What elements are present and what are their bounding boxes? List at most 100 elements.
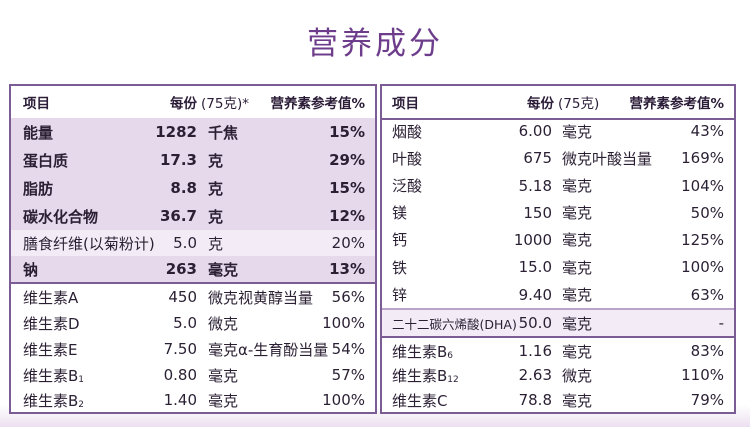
nutrient-nrv: - [718, 314, 724, 332]
nutrient-nrv: 100% [322, 314, 365, 332]
nutrient-name: 烟酸 [392, 122, 423, 141]
header-serving-size: (75克) [558, 96, 600, 112]
nutrient-unit: 微克叶酸当量 [562, 149, 653, 168]
nutrient-unit: 毫克 [562, 314, 593, 333]
nutrition-table-right: 项目 每份 (75克) 营养素参考值% 烟酸 6.00 毫克 43% 叶酸 67… [380, 84, 736, 414]
nutrient-name: 镁 [392, 204, 408, 222]
nutrient-unit: 毫克 [208, 391, 239, 410]
nutrient-unit: 克 [208, 207, 224, 226]
header-per-serving: 每份 [170, 96, 197, 112]
nutrient-nrv: 54% [331, 340, 365, 358]
nutrient-nrv: 29% [329, 151, 365, 169]
nutrient-nrv: 43% [690, 122, 724, 140]
table-row: 维生素B 2 1.40 毫克 100% [11, 388, 375, 412]
table-row: 膳食纤维(以菊粉计) 5.0 克 20% [11, 230, 375, 256]
table-row: 维生素A 450 微克视黄醇当量 56% [11, 282, 375, 310]
table-row: 维生素C 78.8 毫克 79% [382, 388, 734, 412]
nutrient-amount: 1.40 [163, 391, 197, 409]
nutrient-amount: 1282 [155, 123, 197, 141]
nutrient-nrv: 56% [331, 288, 365, 306]
nutrient-amount: 5.0 [173, 234, 197, 252]
table-row: 能量 1282 千焦 15% [11, 118, 375, 146]
nutrient-unit: 微克 [562, 366, 593, 385]
table-row: 锌 9.40 毫克 63% [382, 281, 734, 308]
nutrient-unit: 毫克 [562, 177, 593, 195]
table-row: 泛酸 5.18 毫克 104% [382, 172, 734, 199]
nutrient-amount: 1000 [513, 230, 552, 249]
nutrient-nrv: 13% [329, 260, 365, 278]
nutrient-unit: 毫克 [562, 286, 593, 304]
table-row: 维生素E 7.50 毫克α-生育酚当量 54% [11, 336, 375, 362]
nutrient-name: 维生素B 12 [392, 366, 459, 386]
nutrient-nrv: 110% [681, 366, 724, 384]
table-row: 蛋白质 17.3 克 29% [11, 146, 375, 174]
nutrient-unit: 克 [208, 234, 224, 253]
nutrient-amount: 7.50 [163, 340, 197, 358]
nutrient-nrv: 63% [690, 285, 724, 304]
nutrient-unit: 微克视黄醇当量 [208, 288, 314, 307]
nutrient-unit: 毫克 [562, 342, 593, 361]
nutrient-unit: 毫克 [562, 391, 593, 410]
table-row: 镁 150 毫克 50% [382, 199, 734, 226]
nutrient-amount: 5.0 [173, 314, 197, 332]
nutrient-name: 维生素B 1 [23, 366, 85, 386]
nutrient-nrv: 12% [329, 207, 365, 225]
table-header: 项目 每份 (75克) 营养素参考值% [382, 86, 734, 120]
nutrient-unit: 毫克 [562, 122, 593, 141]
nutrient-amount: 36.7 [159, 207, 197, 225]
nutrient-amount: 50.0 [518, 314, 552, 332]
nutrient-name: 维生素A [23, 288, 79, 307]
nutrient-amount: 0.80 [163, 366, 197, 384]
nutrient-nrv: 125% [681, 230, 724, 249]
nutrient-unit: 毫克 [208, 366, 239, 385]
table-row: 烟酸 6.00 毫克 43% [382, 118, 734, 144]
nutrient-amount: 9.40 [518, 285, 552, 304]
nutrient-nrv: 104% [681, 176, 724, 195]
nutrient-unit: 毫克 [562, 258, 593, 277]
nutrient-amount: 150 [523, 203, 552, 222]
nutrient-amount: 8.8 [170, 179, 197, 197]
nutrient-nrv: 100% [681, 258, 724, 276]
nutrient-amount: 263 [165, 260, 197, 278]
header-nrv: 营养素参考值% [629, 96, 724, 112]
nutrient-name: 叶酸 [392, 149, 423, 168]
nutrient-unit: 毫克 [562, 231, 593, 249]
nutrient-name: 能量 [23, 123, 54, 142]
table-row: 碳水化合物 36.7 克 12% [11, 202, 375, 230]
table-row: 维生素B 6 1.16 毫克 83% [382, 336, 734, 364]
nutrient-unit: 千焦 [208, 123, 239, 142]
table-header: 项目 每份 (75克)* 营养素参考值% [11, 86, 375, 120]
nutrient-nrv: 79% [690, 391, 724, 409]
nutrient-unit: 毫克α-生育酚当量 [208, 340, 329, 359]
nutrition-table-left: 项目 每份 (75克)* 营养素参考值% 能量 1282 千焦 15% 蛋白质 … [9, 84, 377, 414]
table-row: 铁 15.0 毫克 100% [382, 253, 734, 281]
nutrient-name: 膳食纤维(以菊粉计) [23, 234, 155, 253]
nutrient-amount: 15.0 [518, 258, 552, 276]
header-item: 项目 [392, 96, 419, 112]
nutrient-name: 锌 [392, 286, 408, 304]
nutrient-nrv: 57% [331, 366, 365, 384]
header-serving-size: (75克)* [201, 96, 249, 112]
nutrient-name: 碳水化合物 [23, 207, 99, 226]
nutrient-amount: 675 [523, 149, 552, 167]
nutrient-nrv: 169% [681, 149, 724, 167]
nutrient-unit: 毫克 [208, 260, 239, 279]
nutrient-nrv: 83% [690, 342, 724, 360]
nutrient-name: 蛋白质 [23, 151, 69, 170]
nutrient-nrv: 15% [329, 179, 365, 197]
nutrient-amount: 2.63 [518, 366, 552, 384]
nutrient-amount: 78.8 [518, 391, 552, 409]
table-row: 叶酸 675 微克叶酸当量 169% [382, 144, 734, 172]
nutrient-name: 二十二碳六烯酸(DHA) [392, 316, 517, 332]
table-row: 维生素D 5.0 微克 100% [11, 310, 375, 336]
nutrient-name: 维生素B 2 [23, 391, 85, 411]
nutrient-unit: 毫克 [562, 204, 593, 222]
nutrient-name: 泛酸 [392, 177, 423, 195]
nutrient-name: 维生素D [23, 314, 80, 333]
nutrient-name: 维生素C [392, 391, 448, 410]
page-title: 营养成分 [307, 26, 443, 62]
nutrient-unit: 微克 [208, 314, 239, 333]
table-row: 维生素B 12 2.63 微克 110% [382, 362, 734, 388]
header-per-serving: 每份 [527, 96, 554, 112]
nutrient-name: 钙 [392, 231, 408, 249]
